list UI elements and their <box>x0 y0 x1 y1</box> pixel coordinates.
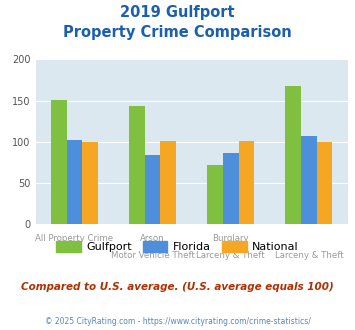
Text: All Property Crime: All Property Crime <box>36 234 114 243</box>
Text: 2019 Gulfport: 2019 Gulfport <box>120 5 235 20</box>
Bar <box>160 141 176 224</box>
Bar <box>145 155 160 224</box>
Text: Motor Vehicle Theft: Motor Vehicle Theft <box>111 251 195 260</box>
Bar <box>301 136 317 224</box>
Bar <box>317 142 332 224</box>
Bar <box>129 106 145 224</box>
Text: Property Crime Comparison: Property Crime Comparison <box>63 25 292 40</box>
Bar <box>82 142 98 224</box>
Bar <box>223 153 239 224</box>
Bar <box>285 86 301 224</box>
Text: Compared to U.S. average. (U.S. average equals 100): Compared to U.S. average. (U.S. average … <box>21 282 334 292</box>
Text: Arson: Arson <box>140 234 165 243</box>
Bar <box>207 165 223 224</box>
Bar <box>67 140 82 224</box>
Legend: Gulfport, Florida, National: Gulfport, Florida, National <box>52 237 303 257</box>
Text: Burglary: Burglary <box>212 234 249 243</box>
Text: Larceny & Theft: Larceny & Theft <box>274 251 343 260</box>
Text: © 2025 CityRating.com - https://www.cityrating.com/crime-statistics/: © 2025 CityRating.com - https://www.city… <box>45 317 310 326</box>
Bar <box>51 100 67 224</box>
Bar <box>239 141 254 224</box>
Text: Larceny & Theft: Larceny & Theft <box>196 251 265 260</box>
